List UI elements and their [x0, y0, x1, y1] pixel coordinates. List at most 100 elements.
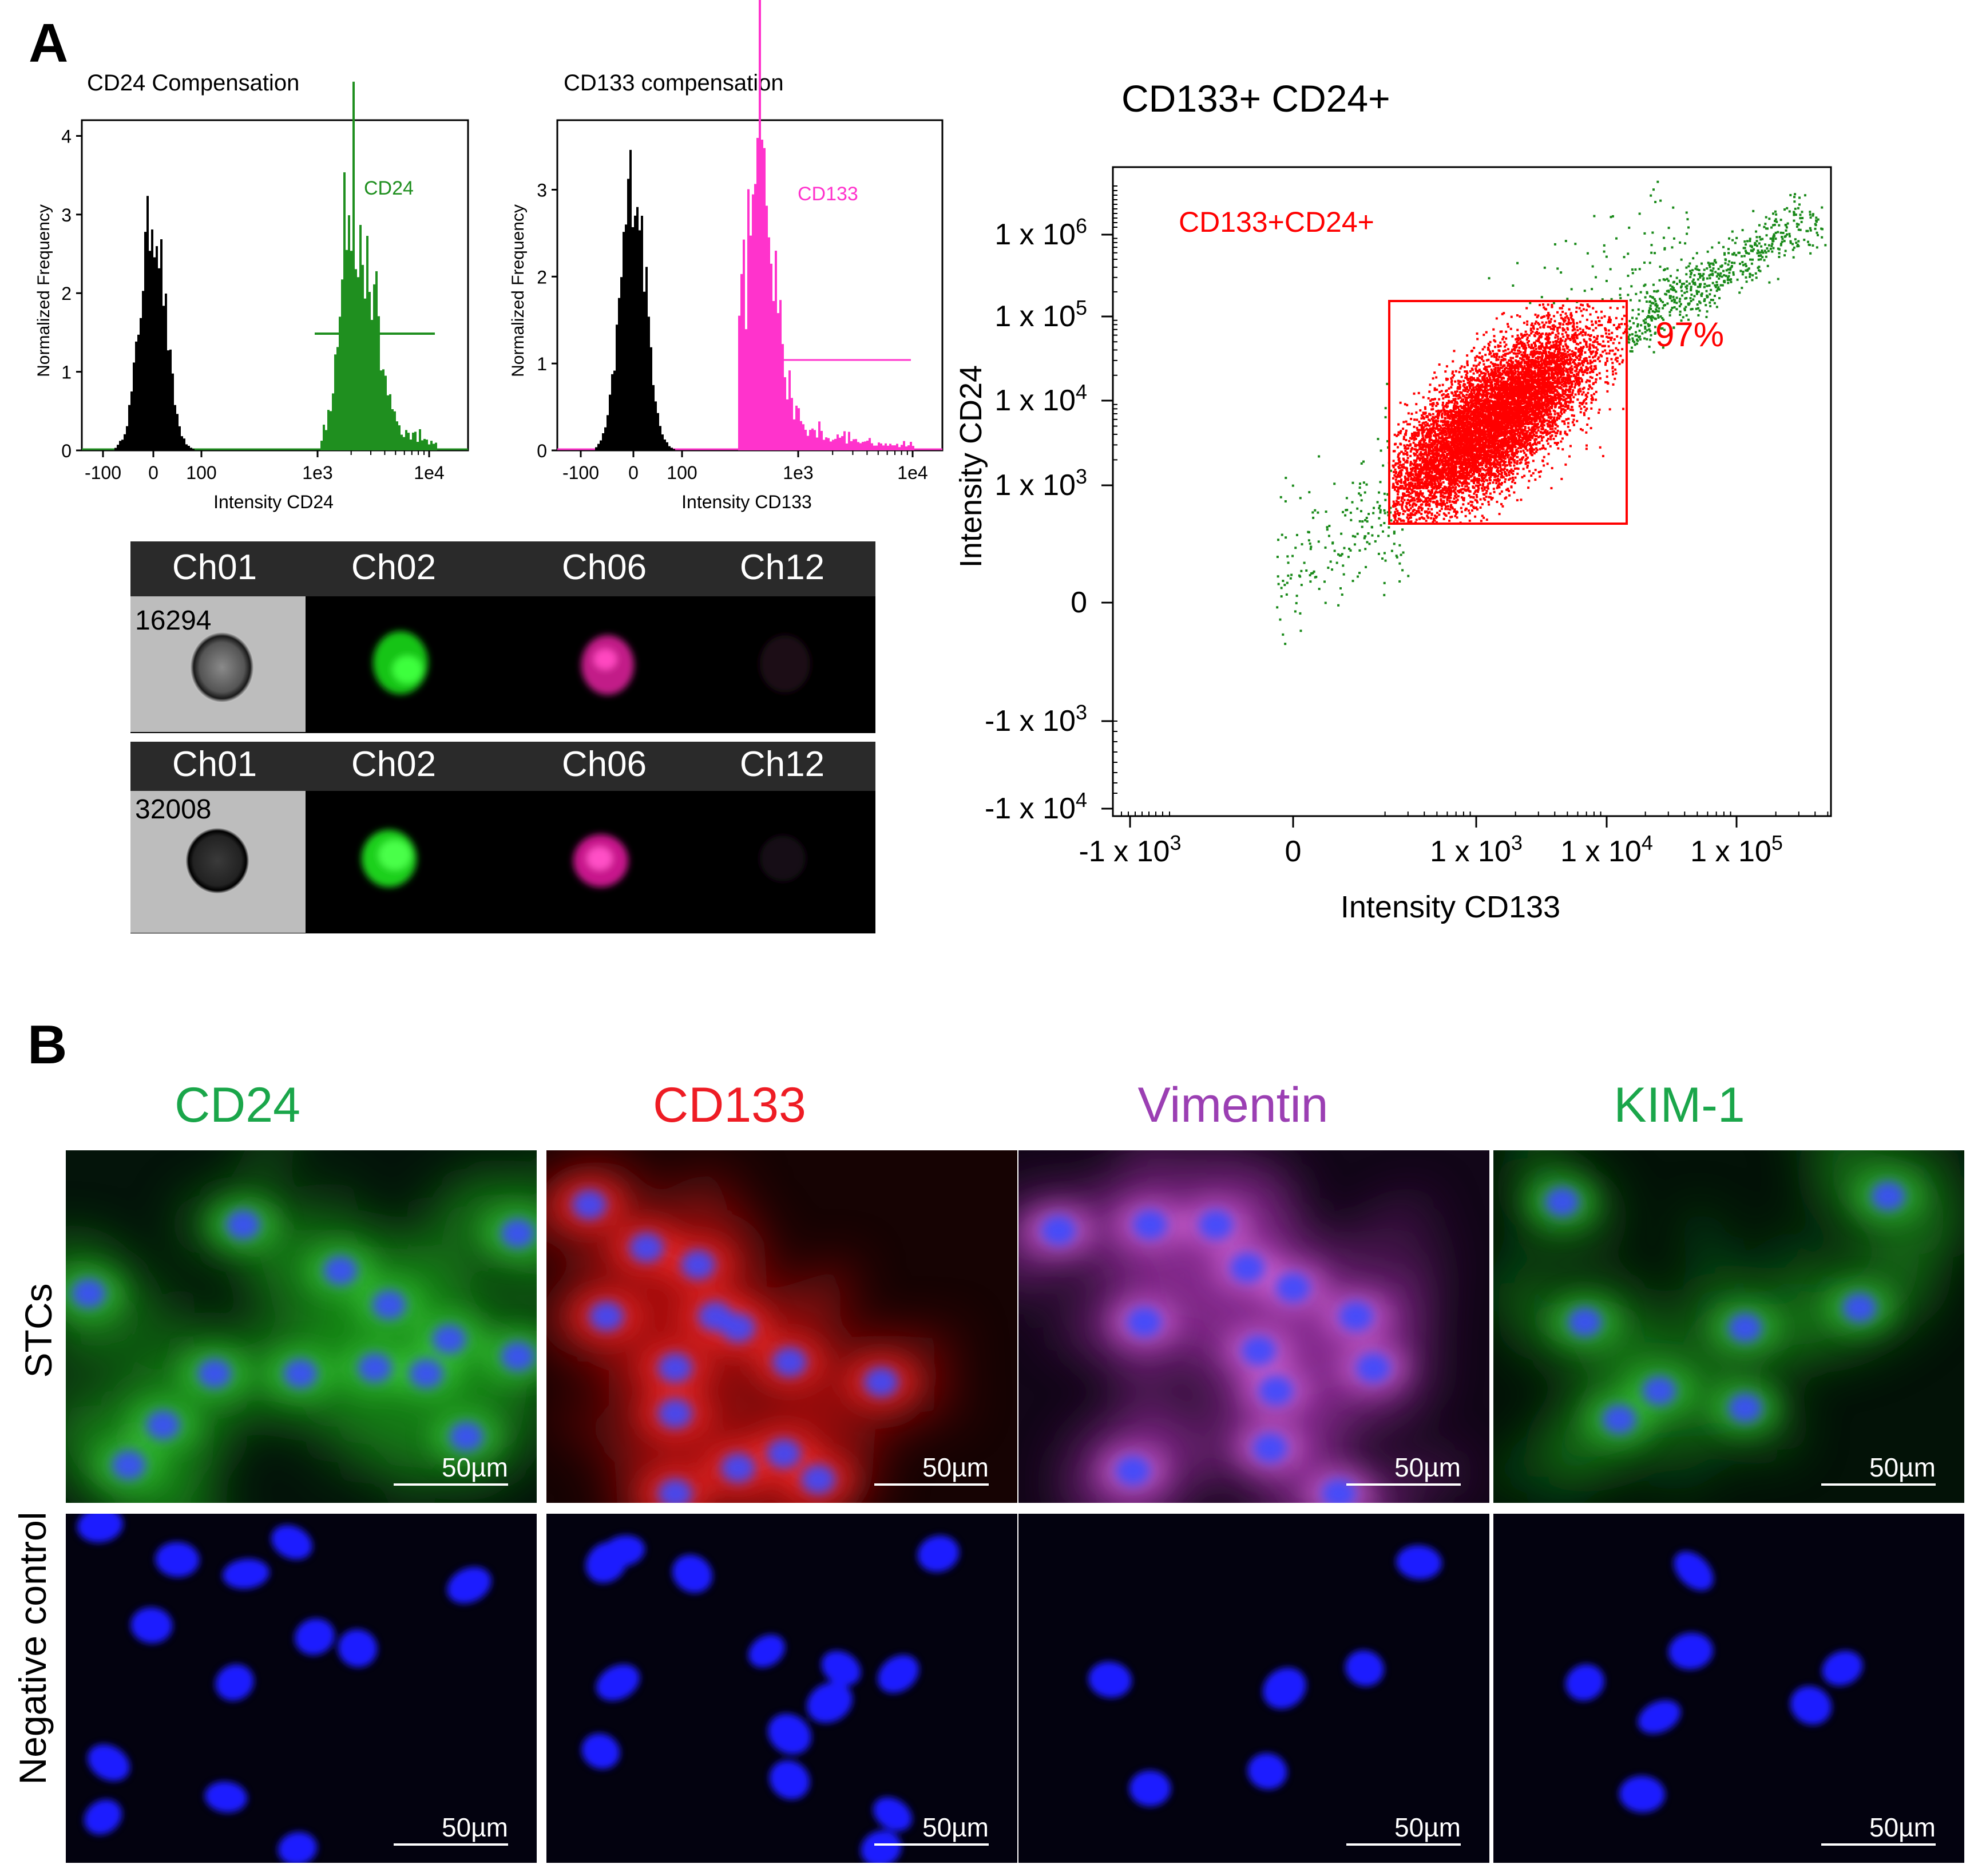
x-tick-label: 1e4 [414, 462, 444, 483]
event-point [1474, 466, 1477, 469]
bar [172, 373, 174, 450]
event-point [1483, 386, 1485, 389]
event-point [1446, 464, 1449, 467]
bar [623, 232, 625, 450]
event-point [1695, 265, 1698, 268]
event-point [1422, 496, 1425, 498]
event-point [1474, 459, 1477, 462]
event-point [1540, 358, 1543, 361]
event-point [1517, 468, 1520, 470]
event-point [1569, 381, 1572, 384]
event-point [1641, 332, 1644, 335]
event-point [1672, 206, 1675, 209]
event-point [1481, 487, 1484, 490]
event-point [1497, 430, 1500, 433]
event-point [1508, 458, 1511, 461]
bar [357, 277, 359, 450]
event-point [1459, 405, 1462, 407]
event-point [1378, 504, 1381, 507]
event-point [1499, 341, 1502, 344]
event-point [1667, 279, 1670, 282]
event-point [1426, 432, 1429, 435]
event-point [1648, 262, 1651, 264]
event-point [1540, 407, 1543, 410]
event-point [1429, 419, 1432, 422]
event-point [1656, 314, 1659, 316]
event-point [1516, 413, 1519, 416]
event-point [1364, 519, 1367, 521]
event-point [1393, 531, 1396, 533]
event-point [1402, 436, 1405, 438]
event-point [1595, 276, 1598, 279]
event-point [1495, 353, 1497, 355]
event-point [1472, 386, 1475, 389]
event-point [1746, 269, 1749, 272]
event-point [1672, 281, 1675, 284]
event-point [1815, 216, 1818, 219]
event-point [1741, 261, 1744, 264]
event-point [1507, 367, 1510, 370]
event-point [1711, 262, 1714, 265]
event-point [1477, 412, 1480, 415]
event-point [1549, 410, 1552, 413]
event-point [1511, 377, 1513, 379]
event-point [1427, 452, 1430, 454]
event-point [1685, 211, 1688, 214]
event-point [1386, 440, 1389, 443]
event-point [1499, 461, 1502, 464]
event-point [1745, 276, 1747, 279]
event-point [1529, 329, 1532, 332]
event-point [1553, 397, 1556, 399]
event-point [1750, 245, 1753, 248]
event-point [1512, 470, 1515, 473]
event-point [1795, 242, 1798, 244]
bar [901, 445, 903, 450]
event-point [1351, 481, 1354, 484]
event-point [1350, 519, 1353, 521]
event-point [1576, 322, 1579, 324]
event-point [1553, 346, 1556, 349]
event-point [1579, 377, 1582, 380]
event-point [1540, 316, 1543, 319]
event-point [1662, 307, 1664, 310]
event-point [1483, 409, 1485, 411]
event-point [1513, 491, 1516, 494]
bar [140, 318, 142, 450]
event-point [1659, 266, 1662, 268]
event-point [1445, 433, 1448, 436]
event-point [1349, 511, 1352, 514]
bar [162, 306, 165, 450]
event-point [1432, 519, 1435, 522]
event-point [1673, 306, 1676, 308]
event-point [1706, 250, 1709, 253]
event-point [1520, 458, 1523, 461]
bar [869, 438, 871, 450]
event-point [1436, 388, 1438, 391]
bar [889, 444, 891, 450]
bar [380, 370, 382, 450]
event-point [1429, 427, 1432, 430]
event-point [1538, 442, 1541, 445]
event-point [1347, 556, 1350, 559]
bar [133, 362, 135, 450]
event-point [1569, 398, 1572, 401]
event-point [1769, 247, 1772, 250]
event-point [1695, 252, 1698, 255]
event-point [1741, 255, 1743, 258]
event-point [1564, 405, 1567, 408]
event-point [1761, 256, 1764, 259]
event-point [1814, 223, 1817, 225]
event-point [1516, 334, 1519, 337]
event-point [1493, 450, 1496, 453]
event-point [1648, 307, 1651, 310]
event-point [1358, 572, 1361, 575]
event-point [1448, 401, 1450, 404]
event-point [1488, 392, 1491, 395]
event-point [1341, 553, 1343, 556]
bar [625, 224, 627, 450]
event-point [1710, 298, 1713, 301]
bar [600, 440, 602, 450]
event-point [1746, 240, 1749, 243]
event-point [1560, 362, 1563, 365]
event-point [1499, 440, 1502, 443]
